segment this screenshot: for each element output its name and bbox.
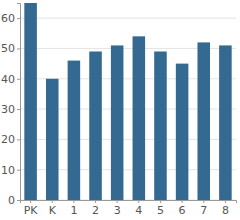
x-tick: 5 xyxy=(157,200,164,217)
y-tick-label: 60 xyxy=(1,12,15,25)
x-tick-mark xyxy=(225,200,226,203)
x-tick: 8 xyxy=(222,200,229,217)
y-tick-mark xyxy=(17,170,20,171)
y-tick-label: 0 xyxy=(8,194,15,207)
x-tick-mark xyxy=(52,200,53,203)
bar xyxy=(89,51,102,200)
y-axis: 0 10 20 30 40 50 60 xyxy=(1,4,21,208)
grid xyxy=(20,18,236,200)
grid-line xyxy=(20,18,236,19)
x-tick-label: 6 xyxy=(179,204,186,217)
x-axis-line xyxy=(21,201,237,204)
plot: 0 10 20 30 40 50 60 PK K1 2 3 4 5 6 7 8 xyxy=(1,3,237,217)
bar xyxy=(176,64,189,200)
y-tick-label: 40 xyxy=(1,73,15,86)
bar xyxy=(68,61,81,200)
y-tick-label: 10 xyxy=(1,164,15,177)
x-tick-label: K xyxy=(49,204,57,217)
chart: 0 10 20 30 40 50 60 PK K1 2 3 4 5 6 7 8 xyxy=(0,0,240,220)
x-axis: PK K1 2 3 4 5 6 7 8 xyxy=(21,200,237,217)
y-tick-label: 30 xyxy=(1,103,15,116)
x-tick-mark xyxy=(138,200,139,203)
x-tick: K xyxy=(49,200,57,217)
bar xyxy=(24,3,37,200)
y-tick: 0 xyxy=(8,194,20,207)
y-tick-mark xyxy=(17,139,20,140)
y-tick-label: 50 xyxy=(1,42,15,55)
x-tick: PK xyxy=(24,200,39,217)
bar xyxy=(197,42,210,200)
x-tick-mark xyxy=(117,200,118,203)
x-tick-label: PK xyxy=(24,204,39,217)
y-tick-mark xyxy=(17,18,20,19)
x-tick-label: 4 xyxy=(135,204,142,217)
x-tick: 3 xyxy=(114,200,121,217)
x-tick-label: 5 xyxy=(157,204,164,217)
bar xyxy=(133,36,146,200)
y-tick: 60 xyxy=(1,12,20,25)
y-tick-mark xyxy=(17,109,20,110)
x-tick-mark xyxy=(30,200,31,203)
x-tick-mark xyxy=(182,200,183,203)
x-tick-mark xyxy=(73,200,74,203)
x-tick-label: 8 xyxy=(222,204,229,217)
y-tick: 30 xyxy=(1,103,20,116)
y-tick: 50 xyxy=(1,42,20,55)
x-tick-mark xyxy=(95,200,96,203)
y-tick-mark xyxy=(17,79,20,80)
bars xyxy=(24,3,231,200)
x-tick-label: 2 xyxy=(92,204,99,217)
bar xyxy=(219,45,232,200)
y-axis-line xyxy=(17,4,21,201)
x-tick: 4 xyxy=(135,200,142,217)
y-tick-label: 20 xyxy=(1,133,15,146)
x-tick: 6 xyxy=(179,200,186,217)
bar xyxy=(46,79,59,200)
x-tick-mark xyxy=(160,200,161,203)
x-tick: 7 xyxy=(200,200,207,217)
y-tick: 40 xyxy=(1,73,20,86)
bar xyxy=(154,51,167,200)
y-tick: 10 xyxy=(1,164,20,177)
y-tick-mark xyxy=(17,48,20,49)
x-tick-mark xyxy=(203,200,204,203)
y-tick: 20 xyxy=(1,133,20,146)
x-tick-label: 3 xyxy=(114,204,121,217)
x-tick: 2 xyxy=(92,200,99,217)
bar xyxy=(111,45,124,200)
x-tick-label: 7 xyxy=(200,204,207,217)
x-tick: 1 xyxy=(70,200,77,217)
x-tick-label: 1 xyxy=(70,204,77,217)
y-tick-mark xyxy=(17,200,20,201)
